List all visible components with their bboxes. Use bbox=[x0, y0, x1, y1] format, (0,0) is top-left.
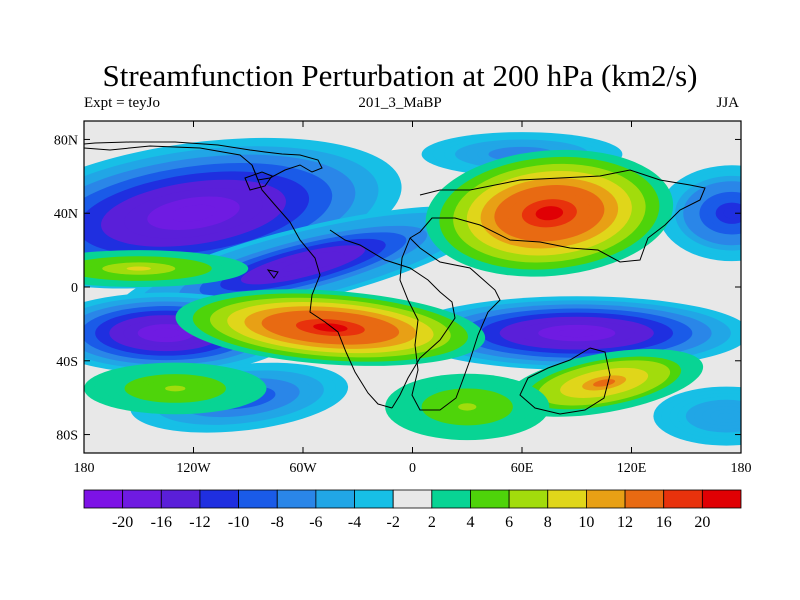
colorbar-label: -8 bbox=[271, 514, 284, 531]
colorbar-label: -20 bbox=[112, 514, 133, 531]
colorbar-swatch bbox=[547, 489, 587, 509]
colorbar-swatch bbox=[354, 489, 394, 509]
contour-band bbox=[535, 206, 564, 221]
coastline-eurasia bbox=[409, 169, 706, 263]
contour-band bbox=[313, 323, 348, 332]
colorbar-swatch bbox=[431, 489, 471, 509]
colorbar-label: -16 bbox=[151, 514, 172, 531]
coastline-africa bbox=[399, 237, 501, 411]
colorbar-swatch bbox=[160, 489, 201, 509]
y-tick-label: 80N bbox=[54, 133, 78, 148]
colorbar: -20 -16 -12 -10 -8 -6 -4 -2 2 4 6 8 10 12 16 20 bbox=[83, 489, 742, 531]
colorbar-label: -4 bbox=[348, 514, 361, 531]
colorbar-label: 16 bbox=[656, 514, 672, 531]
colorbar-swatch bbox=[83, 489, 124, 509]
colorbar-swatch bbox=[276, 489, 317, 509]
chart-title: Streamfunction Perturbation at 200 hPa (… bbox=[102, 58, 698, 93]
y-axis: 80N 40N 0 40S 80S bbox=[54, 133, 741, 444]
contour-positive-center bbox=[84, 250, 249, 287]
colorbar-swatch bbox=[315, 489, 355, 509]
colorbar-swatch bbox=[586, 489, 626, 509]
coastline-north-america bbox=[84, 141, 323, 181]
colorbar-swatch bbox=[199, 489, 239, 509]
y-tick-label: 0 bbox=[71, 281, 78, 296]
colorbar-label: 10 bbox=[578, 514, 594, 531]
contour-band bbox=[723, 207, 740, 219]
contour-band bbox=[126, 266, 151, 271]
contour-band bbox=[165, 385, 186, 392]
contour-band bbox=[151, 328, 181, 338]
colorbar-label: 2 bbox=[428, 514, 436, 531]
coastline-australia bbox=[519, 347, 611, 415]
x-tick-label: 120W bbox=[176, 461, 211, 476]
contour-field bbox=[84, 132, 741, 446]
colorbar-label: -12 bbox=[189, 514, 210, 531]
colorbar-swatch bbox=[122, 489, 162, 509]
colorbar-label: 12 bbox=[617, 514, 633, 531]
x-tick-label: 180 bbox=[74, 461, 95, 476]
contour-positive-center bbox=[84, 362, 267, 415]
run-label: 201_3_MaBP bbox=[358, 95, 442, 111]
season-label: JJA bbox=[716, 95, 739, 111]
contour-band bbox=[593, 379, 616, 387]
coastline-america-east bbox=[329, 229, 456, 409]
x-axis: 180 120W 60W 0 60E 120E 180 bbox=[74, 121, 752, 476]
y-tick-label: 40S bbox=[56, 355, 78, 370]
contour-negative-center bbox=[658, 165, 741, 262]
colorbar-swatch bbox=[238, 489, 278, 509]
colorbar-swatch bbox=[470, 489, 510, 509]
x-tick-label: 60W bbox=[289, 461, 317, 476]
colorbar-label: -10 bbox=[228, 514, 249, 531]
contour-positive-center bbox=[175, 289, 486, 366]
colorbar-label: 6 bbox=[505, 514, 513, 531]
contour-band bbox=[170, 204, 217, 222]
contour-positive-center bbox=[425, 149, 674, 277]
colorbar-label: 8 bbox=[544, 514, 552, 531]
contour-band bbox=[458, 403, 477, 411]
colorbar-label: -6 bbox=[309, 514, 322, 531]
contour-positive-center bbox=[385, 373, 550, 441]
y-tick-label: 40N bbox=[54, 207, 78, 222]
colorbar-swatch bbox=[701, 489, 742, 509]
colorbar-label: -2 bbox=[387, 514, 400, 531]
x-tick-label: 0 bbox=[409, 461, 416, 476]
colorbar-swatch bbox=[624, 489, 665, 509]
contour-band bbox=[557, 329, 597, 338]
colorbar-label: 4 bbox=[466, 514, 474, 531]
y-tick-label: 80S bbox=[56, 429, 78, 444]
contour-band bbox=[282, 258, 324, 272]
x-tick-label: 60E bbox=[511, 461, 534, 476]
experiment-label: Expt = teyJo bbox=[84, 95, 160, 111]
x-tick-label: 120E bbox=[617, 461, 647, 476]
colorbar-label: 20 bbox=[694, 514, 710, 531]
contour-negative-center bbox=[116, 206, 490, 324]
coastline-america-west bbox=[251, 164, 393, 409]
contour-negative-center bbox=[653, 386, 741, 446]
coastline-greenland bbox=[244, 171, 273, 191]
coastlines bbox=[84, 141, 706, 415]
colorbar-swatch bbox=[392, 489, 433, 509]
contour-band bbox=[718, 412, 735, 420]
colorbar-swatch bbox=[508, 489, 549, 509]
colorbar-swatch bbox=[663, 489, 703, 509]
x-tick-label: 180 bbox=[731, 461, 752, 476]
coastline-island bbox=[266, 269, 279, 279]
